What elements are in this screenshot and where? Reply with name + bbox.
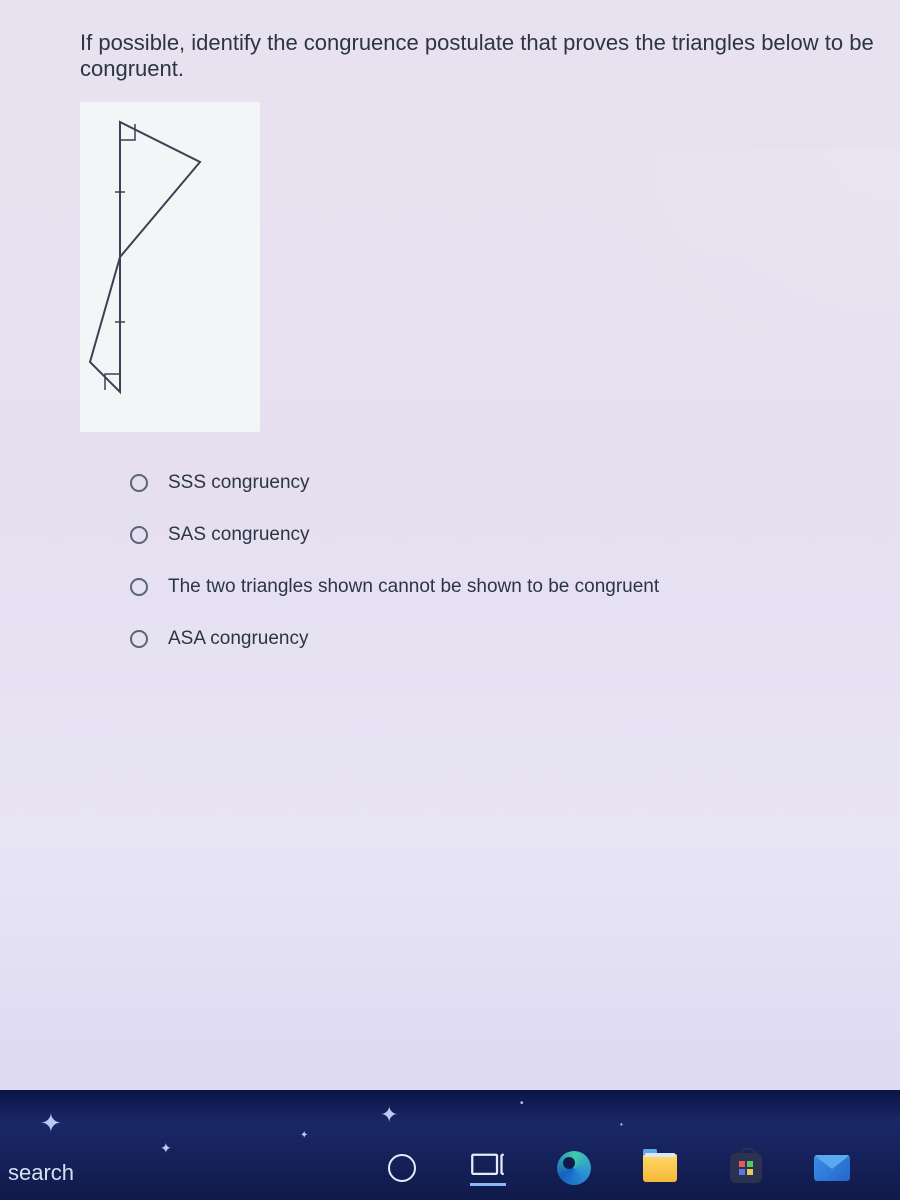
question-prompt: If possible, identify the congruence pos…: [80, 30, 900, 82]
option-label: SSS congruency: [168, 472, 310, 494]
triangle-diagram: [80, 102, 260, 432]
option-label: SAS congruency: [168, 524, 310, 546]
search-text: search: [8, 1160, 74, 1185]
edge-browser-icon[interactable]: [556, 1150, 592, 1186]
option-asa[interactable]: ASA congruency: [130, 628, 900, 650]
taskbar-search[interactable]: search: [0, 1160, 104, 1186]
mail-icon[interactable]: [814, 1150, 850, 1186]
answer-options: SSS congruency SAS congruency The two tria…: [130, 472, 900, 650]
option-sas[interactable]: SAS congruency: [130, 524, 900, 546]
file-explorer-icon[interactable]: [642, 1150, 678, 1186]
taskbar-icon-tray: ➜: [384, 1150, 900, 1186]
option-label: The two triangles shown cannot be shown …: [168, 576, 659, 598]
cortana-icon[interactable]: [384, 1150, 420, 1186]
option-sss[interactable]: SSS congruency: [130, 472, 900, 494]
option-label: ASA congruency: [168, 628, 308, 650]
radio-icon[interactable]: [130, 526, 148, 544]
windows-taskbar[interactable]: ✦ ✦ ✦ ✦ • • search ➜: [0, 1090, 900, 1200]
glare-overlay: [550, 150, 900, 430]
task-view-icon[interactable]: [470, 1150, 506, 1186]
radio-icon[interactable]: [130, 578, 148, 596]
question-panel: If possible, identify the congruence pos…: [0, 0, 900, 1090]
option-none[interactable]: The two triangles shown cannot be shown …: [130, 576, 900, 598]
radio-icon[interactable]: [130, 630, 148, 648]
radio-icon[interactable]: [130, 474, 148, 492]
triangle-figure: [80, 102, 260, 432]
microsoft-store-icon[interactable]: [728, 1150, 764, 1186]
